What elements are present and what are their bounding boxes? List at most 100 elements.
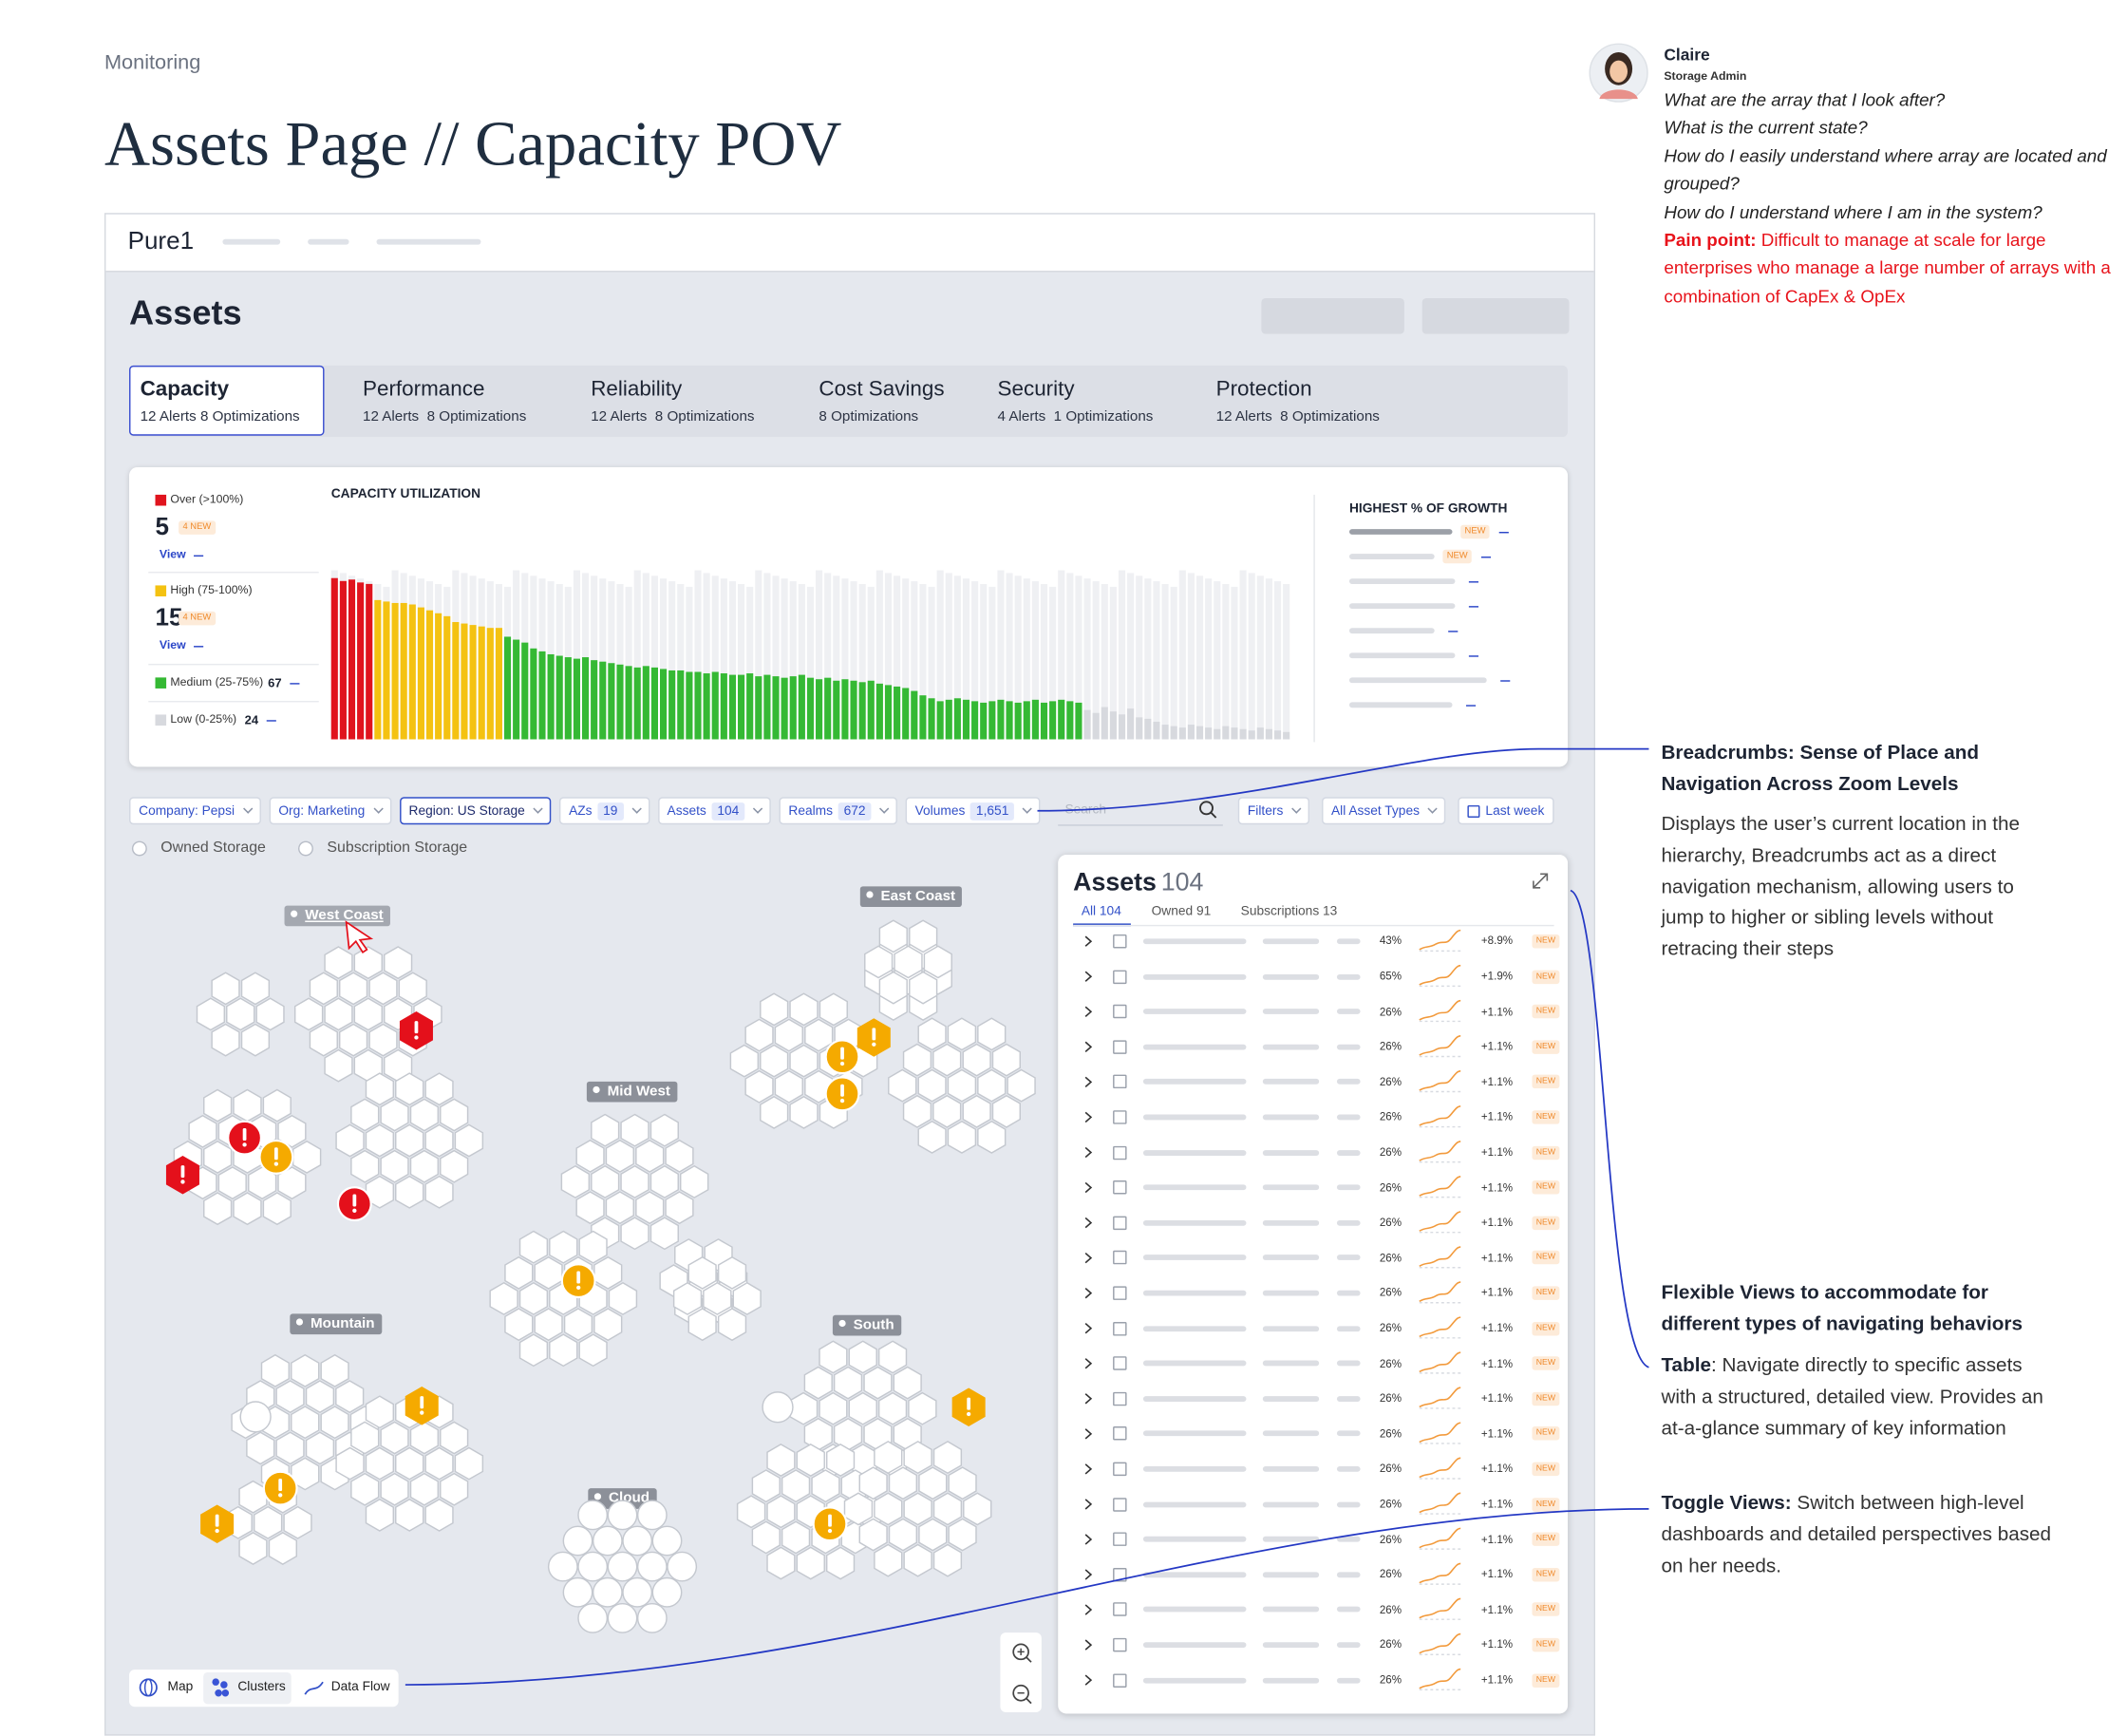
growth-arrow bbox=[1468, 581, 1479, 583]
row-checkbox[interactable] bbox=[1113, 1005, 1127, 1019]
row-placeholder bbox=[1262, 938, 1320, 945]
new-badge: NEW bbox=[1532, 1145, 1560, 1160]
filter-label: Org: Marketing bbox=[278, 802, 366, 819]
row-checkbox[interactable] bbox=[1113, 1145, 1127, 1160]
action-button[interactable] bbox=[1421, 298, 1570, 334]
chart-divider bbox=[1313, 494, 1315, 743]
row-growth: +1.1% bbox=[1480, 1603, 1514, 1616]
filter-chip[interactable]: Assets 104 bbox=[657, 797, 771, 825]
row-placeholder bbox=[1142, 973, 1247, 980]
panel-tab[interactable]: All 104 bbox=[1081, 904, 1121, 920]
item-text: Switch between high-level dashboards and… bbox=[1661, 1492, 2052, 1577]
search-field[interactable] bbox=[1058, 797, 1223, 826]
tab-name: Security bbox=[997, 378, 1075, 402]
row-placeholder bbox=[1336, 1501, 1361, 1507]
tab-underline bbox=[1073, 923, 1131, 926]
region-label[interactable]: Cloud bbox=[588, 1487, 657, 1509]
action-button[interactable] bbox=[1261, 298, 1404, 334]
filter-label: Volumes bbox=[914, 802, 966, 819]
row-checkbox[interactable] bbox=[1113, 1602, 1127, 1617]
new-badge: NEW bbox=[1532, 1286, 1560, 1300]
row-checkbox[interactable] bbox=[1113, 1637, 1127, 1652]
row-placeholder bbox=[1262, 1430, 1320, 1437]
row-placeholder bbox=[1336, 1149, 1361, 1156]
tab-detail: 12 Alerts 8 Optimizations bbox=[1215, 407, 1380, 425]
row-checkbox[interactable] bbox=[1113, 1356, 1127, 1370]
row-checkbox[interactable] bbox=[1113, 1497, 1127, 1512]
row-checkbox[interactable] bbox=[1113, 1462, 1127, 1477]
row-placeholder bbox=[1142, 1114, 1247, 1121]
assets-heading: Assets bbox=[129, 293, 242, 333]
active-tab[interactable] bbox=[129, 365, 325, 436]
radio[interactable] bbox=[131, 840, 147, 857]
toggle-label[interactable]: Data Flow bbox=[330, 1679, 390, 1695]
region-label[interactable]: Mountain bbox=[290, 1312, 382, 1334]
row-checkbox[interactable] bbox=[1113, 1426, 1127, 1442]
new-badge: NEW bbox=[1442, 549, 1473, 564]
row-placeholder bbox=[1142, 1325, 1247, 1331]
row-checkbox[interactable] bbox=[1113, 1321, 1127, 1335]
persona-question: How do I easily understand where array a… bbox=[1664, 145, 2107, 195]
row-growth: +1.1% bbox=[1480, 1110, 1514, 1123]
radio[interactable] bbox=[298, 840, 313, 857]
filter-button[interactable]: Filters bbox=[1237, 797, 1309, 825]
brand: Pure1 bbox=[127, 226, 195, 255]
filter-chip[interactable]: AZs 19 bbox=[558, 797, 649, 825]
row-checkbox[interactable] bbox=[1113, 1180, 1127, 1195]
row-checkbox[interactable] bbox=[1113, 1391, 1127, 1406]
legend-separator bbox=[148, 571, 319, 574]
new-badge: NEW bbox=[1532, 1251, 1560, 1265]
top-bar bbox=[105, 214, 1594, 273]
filter-button[interactable]: All Asset Types bbox=[1321, 797, 1446, 825]
row-checkbox[interactable] bbox=[1113, 1040, 1127, 1054]
row-checkbox[interactable] bbox=[1113, 1216, 1127, 1230]
region-label[interactable]: Mid West bbox=[586, 1081, 678, 1102]
row-checkbox[interactable] bbox=[1113, 1251, 1127, 1265]
growth-placeholder bbox=[1348, 652, 1456, 659]
row-placeholder bbox=[1336, 1219, 1361, 1226]
toggle-label[interactable]: Clusters bbox=[237, 1679, 286, 1695]
row-growth: +1.1% bbox=[1480, 1286, 1514, 1300]
row-growth: +1.1% bbox=[1480, 1462, 1514, 1476]
panel-tab[interactable]: Subscriptions 13 bbox=[1240, 904, 1338, 920]
tab-name: Reliability bbox=[591, 378, 683, 402]
legend-count: 67 bbox=[268, 675, 282, 689]
calendar-icon bbox=[1467, 804, 1480, 818]
breadcrumb: Monitoring bbox=[104, 50, 201, 75]
row-placeholder bbox=[1142, 1572, 1247, 1577]
row-placeholder bbox=[1262, 1044, 1320, 1050]
panel-tab[interactable]: Owned 91 bbox=[1151, 904, 1212, 920]
filter-chip[interactable]: Org: Marketing bbox=[269, 797, 391, 825]
filter-button[interactable]: Last week bbox=[1458, 797, 1554, 825]
region-label[interactable]: South bbox=[832, 1314, 901, 1335]
growth-arrow bbox=[1500, 680, 1511, 682]
new-badge: NEW bbox=[1532, 1567, 1560, 1582]
row-placeholder bbox=[1336, 1642, 1361, 1648]
region-label[interactable]: West Coast bbox=[284, 904, 390, 926]
row-utilization: 26% bbox=[1379, 1498, 1402, 1511]
filter-chip[interactable]: Volumes 1,651 bbox=[905, 797, 1041, 825]
filter-chip[interactable]: Company: Pepsi bbox=[129, 797, 261, 825]
filter-chip[interactable]: Realms 672 bbox=[779, 797, 897, 825]
row-placeholder bbox=[1142, 1009, 1247, 1015]
row-checkbox[interactable] bbox=[1113, 1075, 1127, 1089]
toggle-label[interactable]: Map bbox=[167, 1679, 194, 1695]
zoom-controls bbox=[1000, 1632, 1042, 1712]
row-checkbox[interactable] bbox=[1113, 970, 1127, 984]
row-placeholder bbox=[1142, 1642, 1247, 1648]
row-checkbox[interactable] bbox=[1113, 1286, 1127, 1300]
annotation-title: Flexible Views to accommodate for differ… bbox=[1661, 1282, 2023, 1336]
row-checkbox[interactable] bbox=[1113, 1567, 1127, 1582]
filter-chip[interactable]: Region: US Storage bbox=[399, 797, 552, 825]
region-label[interactable]: East Coast bbox=[859, 885, 963, 907]
row-placeholder bbox=[1262, 1149, 1320, 1156]
row-utilization: 26% bbox=[1379, 1462, 1402, 1476]
row-checkbox[interactable] bbox=[1113, 934, 1127, 949]
row-checkbox[interactable] bbox=[1113, 1532, 1127, 1547]
row-placeholder bbox=[1262, 1607, 1320, 1613]
link-arrow bbox=[194, 555, 204, 557]
persona-name: Claire bbox=[1664, 45, 1710, 65]
row-placeholder bbox=[1336, 1537, 1361, 1542]
row-checkbox[interactable] bbox=[1113, 1110, 1127, 1124]
row-checkbox[interactable] bbox=[1113, 1672, 1127, 1688]
